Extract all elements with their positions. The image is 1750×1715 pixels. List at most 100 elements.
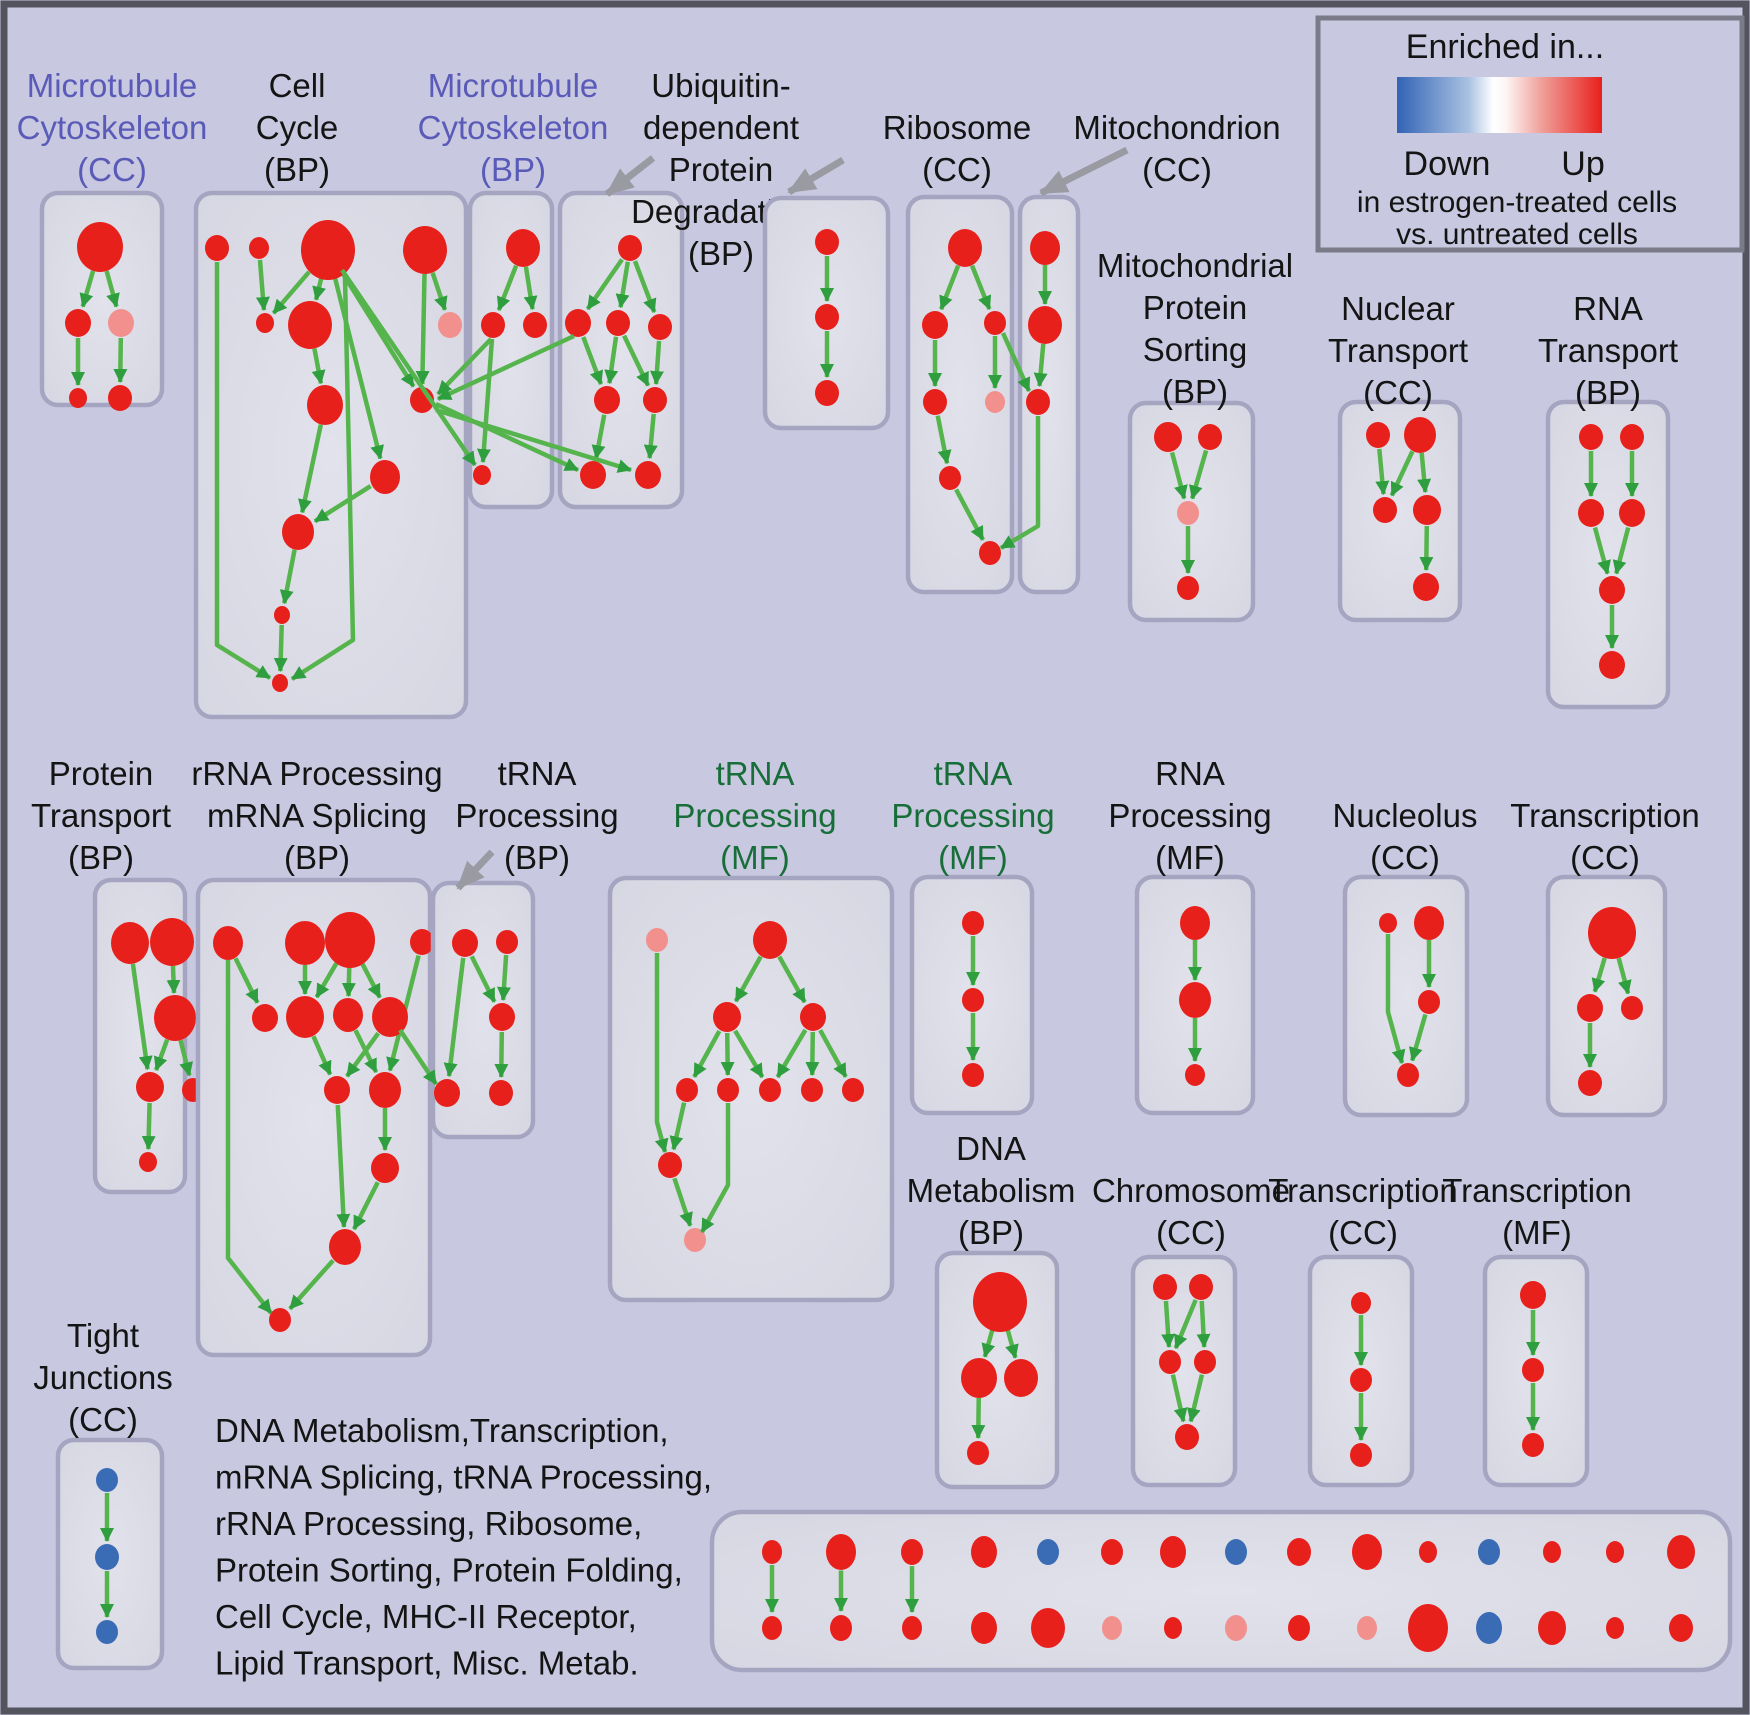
cluster-label-nuclear-transport-cc-line3: (CC) xyxy=(1363,374,1433,411)
go-term-node-rrna-processing-mrna-splicing-bp-5 xyxy=(286,996,324,1038)
edge-trna-processing-mf-large-6 xyxy=(805,1031,820,1077)
go-term-node-ubiquitin-degradation-bp-2 xyxy=(606,310,630,336)
cross-edge-3 xyxy=(437,333,575,402)
bottom-strip-node-top-7 xyxy=(1225,1539,1247,1565)
go-term-node-microtubule-cytoskeleton-bp-0 xyxy=(506,229,540,267)
edge-microtubule-cytoskeleton-cc-0 xyxy=(79,270,96,308)
bottom-strip-node-top-11 xyxy=(1478,1539,1500,1565)
cluster-label-trna-processing-bp-line2: Processing xyxy=(455,797,618,834)
bottom-strip-node-bottom-10 xyxy=(1408,1604,1448,1652)
go-term-node-tight-junctions-cc-2 xyxy=(96,1620,118,1644)
go-term-node-protein-transport-bp-5 xyxy=(139,1152,157,1172)
go-term-node-protein-transport-bp-3 xyxy=(136,1072,164,1102)
clusters-layer: Microtubule Cytoskeleton (CC) Cell Cycle (BP)… xyxy=(17,67,1700,1671)
edge-mitochondrial-protein-sorting-bp-0 xyxy=(1169,451,1188,500)
go-term-node-dna-metabolism-bp-3 xyxy=(967,1441,989,1465)
edge-cell-cycle-bp-5 xyxy=(415,273,430,386)
cluster-label-microtubule-cytoskeleton-bp-line3: (BP) xyxy=(480,151,546,188)
cluster-label-transcription-cc-bottom-line2: (CC) xyxy=(1328,1214,1398,1251)
go-term-node-ribosome-cc-6 xyxy=(979,541,1001,565)
bottom-strip-node-bottom-7 xyxy=(1225,1615,1247,1641)
go-term-node-mitochondrial-protein-sorting-bp-1 xyxy=(1198,424,1222,450)
cluster-tight-junctions-cc: Tight Junctions (CC) xyxy=(33,1317,173,1671)
bottom-strip-node-bottom-1 xyxy=(830,1615,852,1641)
legend-down-label: Down xyxy=(1404,145,1491,183)
go-term-node-protein-transport-bp-1 xyxy=(150,918,194,966)
edge-transcription-cc-mid-0 xyxy=(1591,957,1607,993)
edge-rna-transport-bp-3 xyxy=(1612,526,1631,575)
go-term-node-trna-processing-mf-large-0 xyxy=(646,928,668,952)
edge-ribosome-cc-1 xyxy=(969,264,992,311)
cluster-label-transcription-mf-line1: Transcription xyxy=(1442,1172,1632,1209)
go-term-node-chromosome-cc-4 xyxy=(1175,1424,1199,1450)
go-term-node-rna-transport-bp-5 xyxy=(1599,651,1625,679)
cluster-label-nuclear-transport-cc-line2: Transport xyxy=(1328,332,1468,369)
cluster-label-transcription-mf-line2: (MF) xyxy=(1502,1214,1572,1251)
edge-protein-transport-bp-3 xyxy=(178,1039,194,1077)
cross-edge-9 xyxy=(225,960,273,1315)
edge-rrna-processing-mrna-splicing-bp-12 xyxy=(288,1258,335,1311)
go-term-node-protein-transport-bp-0 xyxy=(111,922,149,964)
edge-dna-metabolism-bp-1 xyxy=(1005,1329,1019,1359)
go-term-node-nuclear-transport-cc-4 xyxy=(1413,573,1439,601)
go-term-node-cell-cycle-bp-5 xyxy=(288,301,332,349)
go-term-node-transcription-cc-bottom-0 xyxy=(1351,1292,1371,1314)
go-term-node-rrna-processing-mrna-splicing-bp-0 xyxy=(213,926,243,960)
cluster-label-mitochondrial-protein-sorting-bp-line1: Mitochondrial xyxy=(1097,247,1293,284)
cluster-label-protein-transport-bp-line3: (BP) xyxy=(68,839,134,876)
go-term-node-protein-transport-bp-2 xyxy=(154,995,196,1041)
cluster-label-dna-metabolism-bp-line1: DNA xyxy=(956,1130,1026,1167)
edge-cell-cycle-bp-1 xyxy=(271,270,311,315)
label-pointer-arrow-2 xyxy=(1039,146,1129,197)
edge-chromosome-cc-3 xyxy=(1170,1374,1188,1423)
cluster-label-chromosome-cc-line1: Chromosome xyxy=(1092,1172,1290,1209)
bottom-strip-node-top-10 xyxy=(1419,1541,1437,1563)
cross-edge-13 xyxy=(1385,934,1406,1064)
edge-cell-cycle-bp-6 xyxy=(332,277,384,460)
edge-rrna-processing-mrna-splicing-bp-11 xyxy=(352,1181,380,1231)
cluster-label-rrna-processing-mrna-splicing-bp-line1: rRNA Processing xyxy=(191,755,442,792)
edge-cell-cycle-bp-0 xyxy=(255,259,270,312)
legend-subtitle-2: vs. untreated cells xyxy=(1396,218,1638,251)
edge-trna-processing-mf-large-9 xyxy=(672,1177,693,1227)
cluster-label-tight-junctions-cc-line2: Junctions xyxy=(33,1359,172,1396)
go-term-node-ubiquitin-degradation-bp-2-2 xyxy=(815,380,839,406)
edge-trna-processing-bp-2 xyxy=(494,1031,509,1079)
edge-trna-processing-mf-large-5 xyxy=(775,1028,808,1079)
go-term-node-microtubule-cytoskeleton-cc-3 xyxy=(69,388,87,408)
cluster-mitochondrion-cc: Mitochondrion (CC) xyxy=(1017,109,1281,595)
legend-title: Enriched in... xyxy=(1406,28,1604,66)
go-term-node-dna-metabolism-bp-2 xyxy=(1004,1359,1038,1397)
edge-nucleolus-cc-1 xyxy=(1409,1013,1428,1062)
edge-chromosome-cc-2 xyxy=(1196,1300,1211,1349)
edge-ubiquitin-degradation-bp-7 xyxy=(591,414,607,460)
edge-transcription-cc-mid-1 xyxy=(1616,957,1632,995)
cross-edge-5 xyxy=(435,407,632,473)
go-term-node-nuclear-transport-cc-2 xyxy=(1373,497,1397,523)
go-term-node-rrna-processing-mrna-splicing-bp-4 xyxy=(252,1004,278,1032)
edge-ubiquitin-degradation-bp-8 xyxy=(643,413,658,460)
go-term-node-ubiquitin-degradation-bp-7 xyxy=(635,461,661,489)
edge-nuclear-transport-cc-2 xyxy=(1417,452,1432,494)
go-term-node-ubiquitin-degradation-bp-4 xyxy=(594,386,620,414)
label-pointer-arrow-0 xyxy=(604,155,656,197)
edge-rrna-processing-mrna-splicing-bp-6 xyxy=(311,1035,333,1076)
misc-categories-line-1: DNA Metabolism,Transcription, xyxy=(215,1412,669,1449)
go-term-node-transcription-mf-0 xyxy=(1520,1281,1546,1309)
cluster-label-nucleolus-cc-line2: (CC) xyxy=(1370,839,1440,876)
go-term-node-chromosome-cc-1 xyxy=(1189,1274,1213,1300)
cluster-protein-transport-bp: Protein Transport (BP) xyxy=(31,755,204,1195)
go-term-node-ubiquitin-degradation-bp-2-1 xyxy=(815,304,839,330)
go-term-node-cell-cycle-bp-6 xyxy=(438,312,462,338)
cluster-label-rna-processing-mf-line2: Processing xyxy=(1108,797,1271,834)
cluster-label-dna-metabolism-bp-line3: (BP) xyxy=(958,1214,1024,1251)
bottom-strip-node-top-13 xyxy=(1606,1541,1624,1563)
go-term-node-transcription-mf-1 xyxy=(1522,1358,1544,1382)
bottom-strip-node-top-1 xyxy=(826,1534,856,1570)
cluster-label-cell-cycle-bp-line1: Cell xyxy=(269,67,326,104)
go-term-node-transcription-cc-mid-0 xyxy=(1588,907,1636,959)
go-term-node-trna-processing-mf-large-3 xyxy=(800,1003,826,1031)
